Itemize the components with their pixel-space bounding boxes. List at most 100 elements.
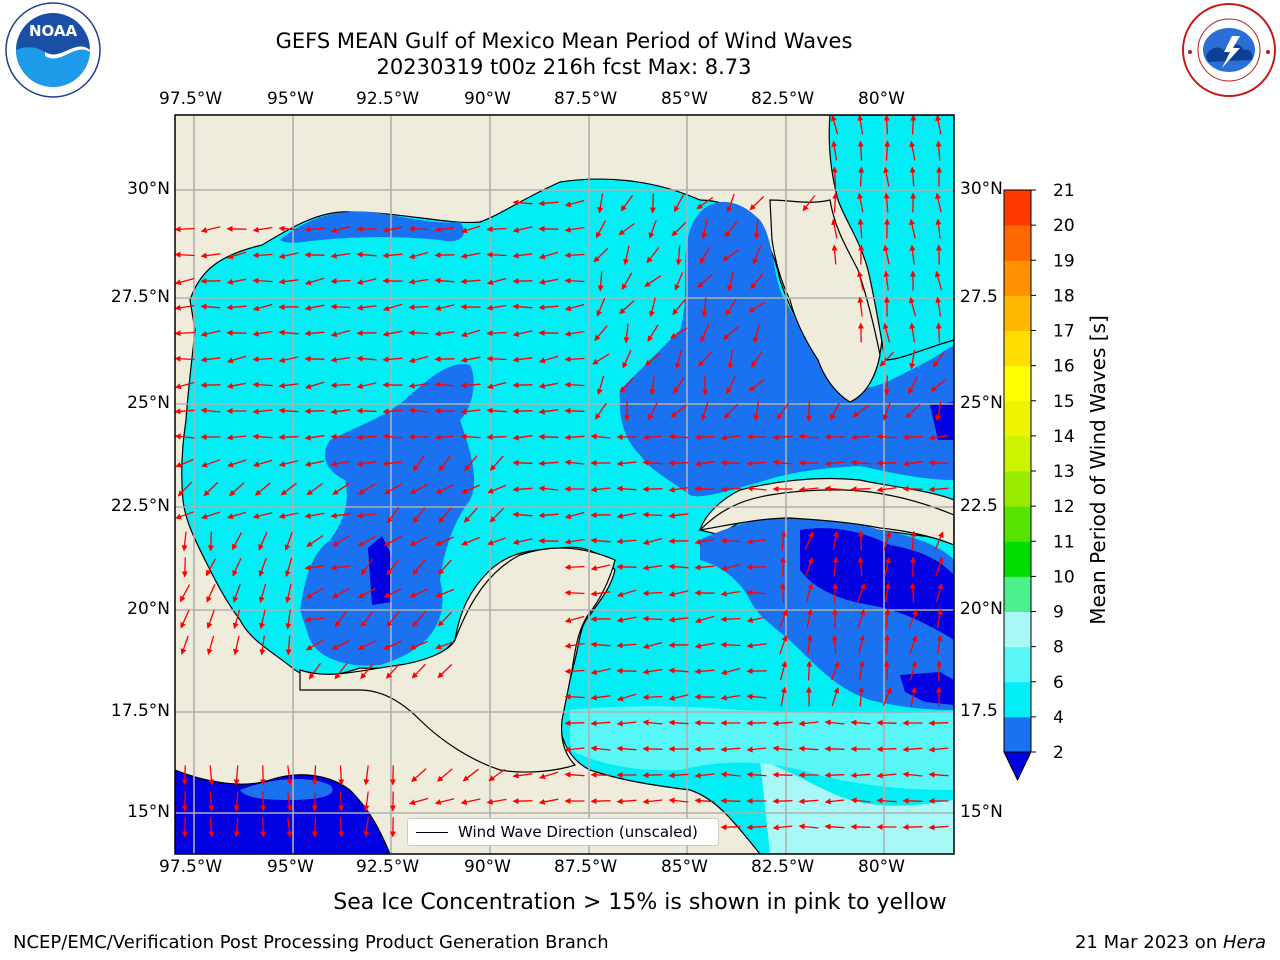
wind-wave-arrow bbox=[722, 249, 740, 261]
wind-wave-arrow bbox=[616, 589, 637, 598]
wind-wave-arrow bbox=[487, 537, 507, 546]
wind-wave-arrow bbox=[670, 327, 688, 339]
period-under-2s-florida-straits bbox=[930, 402, 954, 440]
wind-wave-arrow bbox=[360, 663, 374, 680]
wind-wave-arrow bbox=[180, 635, 189, 655]
florida-land bbox=[769, 199, 881, 403]
wind-wave-arrow bbox=[779, 660, 788, 681]
wind-wave-arrow bbox=[668, 512, 689, 519]
wind-wave-arrow bbox=[254, 482, 271, 496]
wind-wave-arrow bbox=[356, 434, 377, 441]
wind-wave-arrow bbox=[727, 349, 734, 370]
wind-wave-arrow bbox=[746, 433, 767, 440]
wind-wave-arrow bbox=[675, 245, 682, 266]
wind-wave-arrow bbox=[538, 512, 559, 519]
wind-wave-arrow bbox=[460, 225, 481, 234]
wind-wave-arrow bbox=[382, 433, 403, 440]
lon-label-bottom: 92.5°W bbox=[356, 857, 420, 877]
wind-wave-arrow bbox=[226, 511, 247, 520]
wind-wave-arrow bbox=[286, 817, 293, 838]
wind-wave-arrow bbox=[383, 483, 402, 495]
wind-wave-arrow bbox=[619, 377, 634, 393]
wind-wave-arrow bbox=[461, 536, 481, 546]
wind-wave-arrow bbox=[330, 433, 351, 440]
wind-wave-arrow bbox=[286, 765, 293, 786]
wind-wave-arrow bbox=[278, 278, 299, 285]
wind-wave-arrow bbox=[332, 483, 350, 495]
wind-wave-arrow bbox=[746, 693, 767, 700]
wind-wave-arrow bbox=[882, 401, 891, 421]
wind-wave-arrow bbox=[726, 376, 736, 395]
wind-wave-arrow bbox=[824, 745, 845, 752]
wind-wave-arrow bbox=[694, 668, 715, 675]
lon-label-top: 80°W bbox=[858, 89, 905, 109]
run-date-text: 21 Mar 2023 on bbox=[1074, 932, 1223, 953]
wind-wave-arrow bbox=[902, 824, 923, 831]
wind-wave-arrow bbox=[936, 608, 943, 629]
wind-wave-arrow bbox=[363, 791, 370, 812]
wind-wave-arrow bbox=[642, 459, 663, 466]
wind-wave-arrow bbox=[648, 219, 657, 239]
wind-wave-arrow bbox=[857, 140, 864, 161]
wind-wave-arrow bbox=[206, 609, 215, 629]
wind-wave-arrow bbox=[590, 537, 611, 544]
wind-wave-arrow bbox=[278, 434, 299, 441]
wind-wave-arrow bbox=[175, 226, 195, 233]
wind-wave-arrows bbox=[175, 115, 949, 838]
wind-wave-arrow bbox=[564, 642, 585, 649]
wind-wave-arrow bbox=[806, 634, 813, 655]
wind-wave-arrow bbox=[928, 746, 949, 753]
wind-wave-arrow bbox=[753, 401, 760, 422]
wind-wave-arrow bbox=[642, 641, 663, 650]
wind-wave-arrow bbox=[311, 817, 318, 838]
lat-label-right: 30°N bbox=[960, 179, 1003, 199]
wind-wave-arrow bbox=[668, 667, 689, 674]
lat-label-left: 17.5°N bbox=[110, 701, 170, 721]
wind-wave-arrow bbox=[674, 349, 683, 370]
wind-wave-arrow bbox=[824, 719, 845, 726]
wind-wave-arrow bbox=[616, 720, 637, 727]
wind-wave-arrow bbox=[356, 382, 377, 389]
wind-wave-arrow bbox=[831, 244, 838, 265]
wind-wave-arrow bbox=[590, 720, 611, 727]
wind-wave-arrow bbox=[226, 355, 247, 364]
lon-label-top: 85°W bbox=[661, 89, 708, 109]
wind-wave-arrow bbox=[488, 768, 506, 782]
wind-wave-arrow bbox=[621, 272, 633, 291]
wind-wave-arrow bbox=[720, 590, 741, 597]
wind-wave-arrow bbox=[616, 616, 637, 623]
wind-wave-arrow bbox=[512, 303, 533, 310]
wind-wave-arrow bbox=[619, 300, 635, 315]
wind-wave-arrow bbox=[411, 611, 426, 627]
wind-wave-arrow bbox=[233, 635, 240, 656]
colorbar-tick-label: 11 bbox=[1053, 532, 1075, 552]
colorbar-segment bbox=[1004, 506, 1031, 542]
wind-wave-arrow bbox=[642, 511, 663, 518]
wind-wave-arrow bbox=[408, 225, 429, 232]
wind-wave-arrow bbox=[902, 746, 923, 753]
wind-wave-arrow bbox=[882, 687, 892, 706]
wind-wave-arrow bbox=[935, 296, 942, 317]
wind-wave-arrow bbox=[538, 200, 559, 207]
wind-wave-arrow bbox=[232, 583, 241, 603]
wind-wave-arrow bbox=[252, 303, 273, 312]
wind-wave-arrow bbox=[876, 772, 897, 779]
wind-wave-arrow bbox=[460, 356, 481, 363]
wind-wave-arrow bbox=[909, 582, 916, 603]
wind-wave-arrow bbox=[832, 582, 839, 603]
wind-wave-arrow bbox=[460, 433, 481, 440]
wind-wave-arrow bbox=[311, 765, 318, 786]
wind-wave-arrow bbox=[252, 408, 273, 415]
wind-wave-arrow bbox=[330, 408, 351, 415]
wind-wave-arrow bbox=[338, 765, 345, 786]
wind-wave-arrow bbox=[232, 558, 242, 577]
wind-wave-arrow bbox=[409, 483, 428, 495]
wind-wave-arrow bbox=[252, 226, 273, 233]
wind-wave-arrow bbox=[798, 798, 819, 805]
wind-wave-arrow bbox=[564, 303, 585, 312]
wind-wave-arrow bbox=[382, 330, 403, 337]
wind-wave-arrow bbox=[936, 660, 943, 681]
wind-wave-arrow bbox=[538, 278, 559, 285]
lat-label-left: 30°N bbox=[127, 179, 170, 199]
wind-wave-arrow bbox=[701, 297, 708, 318]
